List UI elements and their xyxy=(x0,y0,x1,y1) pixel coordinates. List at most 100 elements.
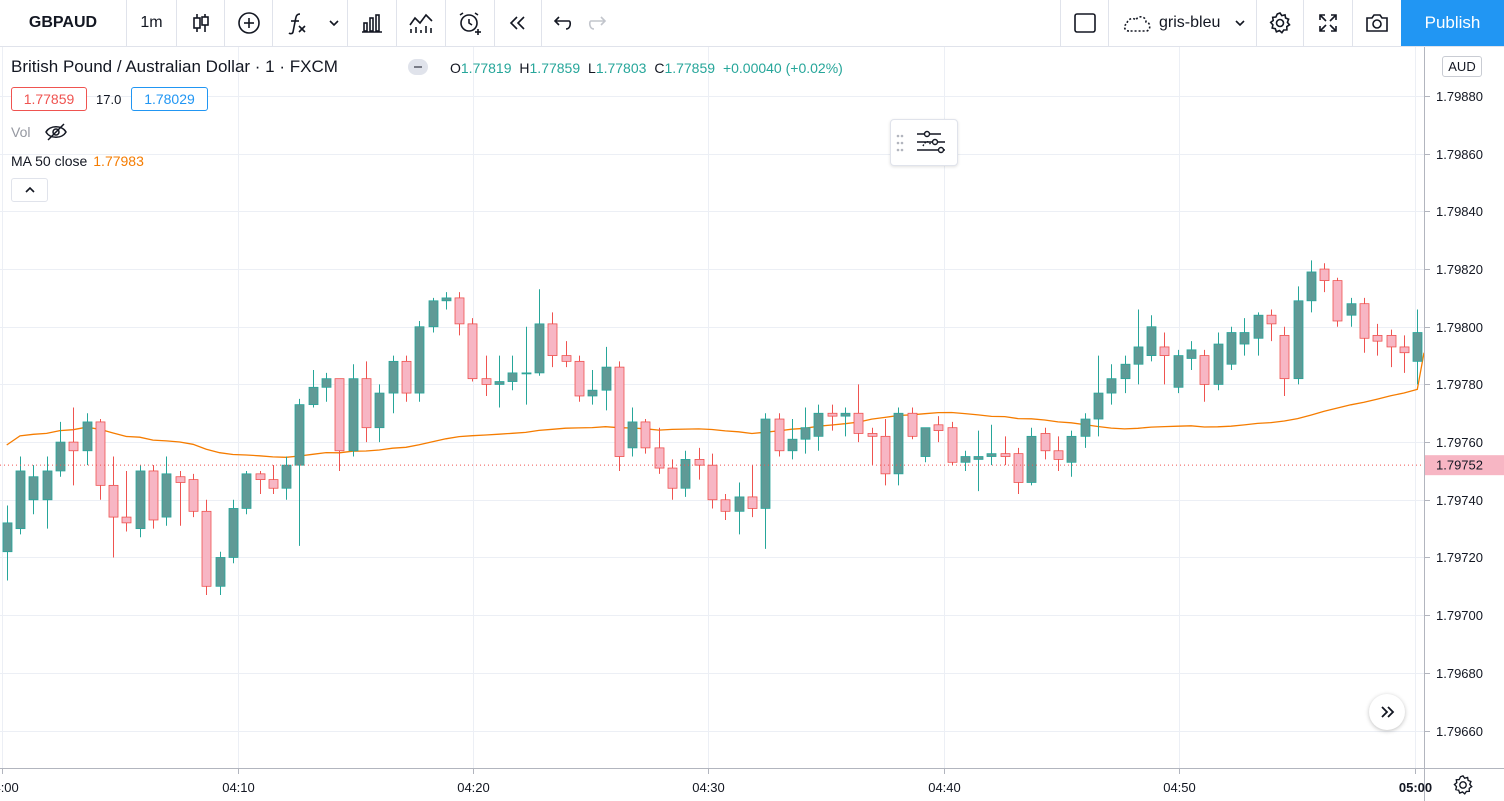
candle xyxy=(947,421,958,466)
candle-body xyxy=(108,484,119,518)
candle-body xyxy=(281,464,292,489)
indicators-dropdown[interactable] xyxy=(321,0,347,46)
candle xyxy=(1080,413,1091,448)
candle-body xyxy=(1412,332,1423,362)
candle xyxy=(1053,436,1064,471)
price-scale[interactable]: 1.79880 1.79860 1.79840 1.79820 1.79800 1.797… xyxy=(1425,89,1483,739)
candle-body xyxy=(547,323,558,356)
candle-body xyxy=(1399,346,1410,354)
object-tree-icon[interactable] xyxy=(915,129,947,157)
candle xyxy=(1226,326,1237,371)
time-tick-label: 05:00 xyxy=(1399,780,1432,795)
candle xyxy=(507,355,518,391)
candle xyxy=(1306,260,1317,313)
save-layout-button[interactable]: gris-bleu xyxy=(1109,0,1256,46)
candle-body xyxy=(1000,453,1011,457)
candle-body xyxy=(720,499,731,512)
high-key: H xyxy=(519,60,530,76)
candle xyxy=(135,465,146,538)
candle-body xyxy=(135,470,146,530)
indicators-button[interactable] xyxy=(273,0,321,46)
collapse-legend-button[interactable] xyxy=(11,178,48,202)
snapshot-button[interactable] xyxy=(1353,0,1401,46)
price-tick-label: 1.79760 xyxy=(1436,435,1483,450)
buy-price-button[interactable]: 1.78029 xyxy=(131,87,208,111)
sell-price-button[interactable]: 1.77859 xyxy=(11,87,87,111)
scroll-to-realtime-button[interactable] xyxy=(1369,694,1405,730)
candle-body xyxy=(827,412,838,417)
templates-button[interactable] xyxy=(397,0,445,46)
square-layout-icon xyxy=(1073,13,1096,33)
candle xyxy=(441,292,452,310)
ma-legend[interactable]: MA 50 close 1.77983 xyxy=(11,153,144,169)
compare-button[interactable] xyxy=(225,0,272,46)
candle xyxy=(680,450,691,497)
candle xyxy=(1332,277,1343,327)
candle-body xyxy=(1386,334,1397,348)
candle xyxy=(1253,312,1264,356)
fullscreen-button[interactable] xyxy=(1304,0,1352,46)
bar-chart-icon xyxy=(362,14,382,33)
candle xyxy=(1266,309,1277,342)
price-tick-label: 1.79820 xyxy=(1436,262,1483,277)
redo-button[interactable] xyxy=(580,0,616,46)
candle-body xyxy=(1253,314,1264,339)
currency-badge[interactable]: AUD xyxy=(1442,56,1482,77)
candle xyxy=(1093,355,1104,437)
financials-button[interactable] xyxy=(348,0,396,46)
candle xyxy=(1199,349,1210,402)
publish-button[interactable]: Publish xyxy=(1401,0,1504,46)
interval-label: 1m xyxy=(140,14,163,31)
series-title[interactable]: British Pound / Australian Dollar · 1 · … xyxy=(11,57,338,76)
last-price-background xyxy=(1425,455,1504,476)
settings-button[interactable] xyxy=(1257,0,1303,46)
chart-type-button[interactable] xyxy=(177,0,224,46)
candle xyxy=(840,407,851,437)
candle-body xyxy=(467,323,478,380)
candle xyxy=(973,430,984,492)
candle-body xyxy=(481,378,492,385)
candle-body xyxy=(401,360,412,394)
alert-button[interactable] xyxy=(446,0,494,46)
candle xyxy=(734,482,745,535)
drag-handle-icon[interactable] xyxy=(896,134,904,152)
candle-body xyxy=(986,453,997,457)
candle xyxy=(201,499,212,595)
interval-button[interactable]: 1m xyxy=(127,0,176,46)
candle xyxy=(587,370,598,405)
chevron-down-icon xyxy=(329,20,339,27)
chevron-down-icon xyxy=(1235,20,1245,27)
candle xyxy=(42,456,53,529)
layout-button[interactable] xyxy=(1061,0,1108,46)
candle xyxy=(800,407,811,454)
candle-body xyxy=(55,441,66,472)
candle xyxy=(281,456,292,500)
candle xyxy=(414,320,425,402)
time-scale[interactable]: 04:0004:1004:2004:3004:4004:5005:0005:10… xyxy=(0,769,1504,795)
symbol-search-button[interactable]: GBPAUD xyxy=(0,0,126,46)
price-chart[interactable]: 1.79880 1.79860 1.79840 1.79820 1.79800 1.797… xyxy=(0,47,1504,801)
candle xyxy=(228,499,239,564)
layout-name-label: gris-bleu xyxy=(1159,14,1221,31)
volume-label[interactable]: Vol xyxy=(11,124,31,140)
candle-body xyxy=(361,378,372,429)
ohlc-values: O1.77819 H1.77859 L1.77803 C1.77859 +0.0… xyxy=(450,60,843,76)
market-status-icon[interactable] xyxy=(408,59,428,75)
toolbar-divider xyxy=(1352,0,1353,46)
symbol-label: GBPAUD xyxy=(28,14,98,31)
candle xyxy=(853,384,864,443)
undo-button[interactable] xyxy=(544,0,580,46)
time-tick-label: 04:50 xyxy=(1163,780,1196,795)
candle xyxy=(1213,332,1224,391)
replay-button[interactable] xyxy=(495,0,541,46)
eye-hidden-icon[interactable] xyxy=(44,120,68,144)
candle-body xyxy=(707,464,718,501)
toolbar-divider xyxy=(494,0,495,46)
candle xyxy=(55,421,66,477)
price-tick-label: 1.79880 xyxy=(1436,89,1483,104)
scale-settings-gear-icon[interactable] xyxy=(1452,774,1474,796)
toolbar-divider xyxy=(272,0,273,46)
candle-body xyxy=(627,421,638,449)
candle-body xyxy=(747,496,758,509)
candle-body xyxy=(1080,418,1091,437)
